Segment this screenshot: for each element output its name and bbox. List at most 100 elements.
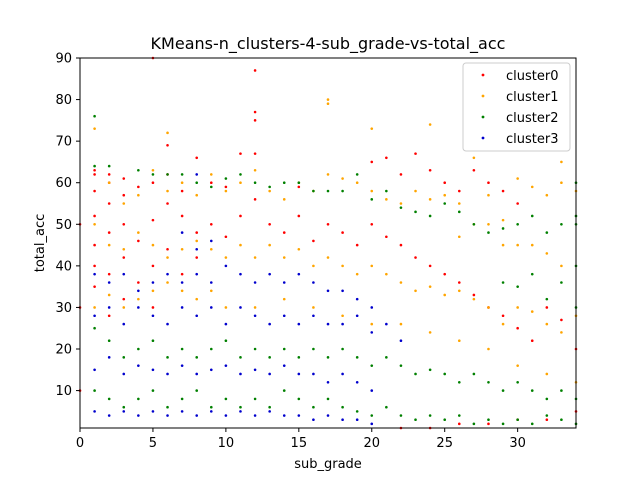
point-cluster2: [443, 372, 447, 376]
point-cluster2: [501, 281, 505, 284]
point-cluster0: [93, 168, 96, 172]
point-cluster3: [399, 339, 403, 343]
point-cluster2: [224, 177, 228, 180]
point-cluster2: [487, 380, 490, 384]
point-cluster1: [370, 264, 374, 268]
point-cluster2: [312, 405, 315, 409]
series-cluster0: [78, 56, 578, 430]
point-cluster2: [385, 356, 388, 359]
point-cluster2: [501, 389, 505, 392]
point-cluster2: [268, 356, 271, 359]
point-cluster2: [457, 414, 461, 417]
point-cluster2: [209, 347, 213, 351]
point-cluster1: [530, 185, 534, 189]
point-cluster2: [530, 214, 534, 218]
legend-marker-cluster1: [481, 94, 485, 98]
point-cluster2: [516, 418, 519, 421]
point-cluster3: [107, 306, 111, 309]
y-tick-label: 80: [55, 93, 72, 108]
point-cluster3: [122, 322, 126, 326]
point-cluster0: [180, 214, 184, 218]
point-cluster2: [414, 372, 417, 376]
point-cluster1: [516, 364, 519, 367]
legend: cluster0 cluster1 cluster2 cluster3: [462, 62, 571, 152]
point-cluster2: [107, 164, 111, 168]
point-cluster1: [560, 264, 563, 268]
point-cluster3: [297, 414, 301, 417]
point-cluster0: [268, 222, 271, 226]
y-tick-label: 60: [55, 176, 72, 191]
point-cluster3: [209, 410, 213, 413]
point-cluster3: [326, 289, 330, 293]
point-cluster2: [443, 202, 447, 205]
point-cluster3: [239, 306, 242, 309]
point-cluster1: [137, 297, 140, 301]
point-cluster1: [501, 243, 505, 247]
point-cluster1: [399, 281, 403, 284]
point-cluster3: [282, 314, 286, 318]
point-cluster2: [355, 356, 359, 359]
point-cluster0: [93, 264, 96, 268]
point-cluster3: [370, 306, 374, 309]
point-cluster0: [107, 231, 111, 234]
point-cluster0: [224, 235, 228, 239]
point-cluster0: [93, 285, 96, 288]
point-cluster1: [166, 281, 169, 284]
point-cluster3: [224, 264, 228, 268]
point-cluster1: [122, 306, 126, 309]
point-cluster0: [122, 177, 126, 180]
point-cluster0: [122, 297, 126, 301]
point-cluster3: [107, 356, 111, 359]
point-cluster1: [166, 256, 169, 259]
point-cluster1: [195, 239, 199, 243]
x-tick-label: 25: [436, 436, 453, 451]
point-cluster1: [516, 306, 519, 309]
point-cluster1: [151, 289, 155, 293]
point-cluster1: [560, 160, 563, 164]
point-cluster2: [399, 206, 403, 209]
point-cluster1: [209, 173, 213, 176]
point-cluster3: [122, 272, 126, 276]
point-cluster3: [151, 410, 155, 413]
x-tick-label: 20: [363, 436, 380, 451]
point-cluster2: [428, 214, 432, 218]
point-cluster1: [312, 306, 315, 309]
point-cluster1: [370, 127, 374, 130]
point-cluster0: [195, 156, 199, 160]
point-cluster0: [297, 185, 301, 189]
point-cluster1: [457, 289, 461, 293]
point-cluster2: [297, 397, 301, 401]
point-cluster0: [209, 222, 213, 226]
point-cluster1: [355, 181, 359, 185]
point-cluster3: [370, 389, 374, 392]
point-cluster0: [195, 256, 199, 259]
point-cluster0: [487, 422, 490, 426]
point-cluster0: [399, 173, 403, 176]
point-cluster1: [166, 189, 169, 193]
point-cluster1: [93, 127, 96, 130]
y-tick-label: 90: [55, 52, 72, 67]
x-tick-label: 30: [509, 436, 526, 451]
point-cluster2: [166, 405, 169, 409]
point-cluster1: [282, 198, 286, 201]
legend-marker-cluster2: [481, 115, 485, 119]
point-cluster3: [151, 314, 155, 318]
point-cluster1: [107, 243, 111, 247]
point-cluster1: [239, 181, 242, 185]
y-tick-label: 20: [55, 343, 72, 358]
point-cluster1: [385, 198, 388, 201]
point-cluster1: [545, 193, 549, 197]
point-cluster0: [385, 156, 388, 160]
point-cluster1: [341, 314, 344, 318]
point-cluster0: [370, 222, 374, 226]
point-cluster3: [180, 410, 184, 413]
point-cluster1: [166, 131, 169, 135]
point-cluster2: [209, 405, 213, 409]
point-cluster0: [370, 160, 374, 164]
point-cluster0: [107, 173, 111, 176]
point-cluster1: [341, 177, 344, 180]
point-cluster3: [180, 306, 184, 309]
point-cluster3: [93, 272, 96, 276]
point-cluster2: [326, 189, 330, 193]
point-cluster0: [107, 202, 111, 205]
